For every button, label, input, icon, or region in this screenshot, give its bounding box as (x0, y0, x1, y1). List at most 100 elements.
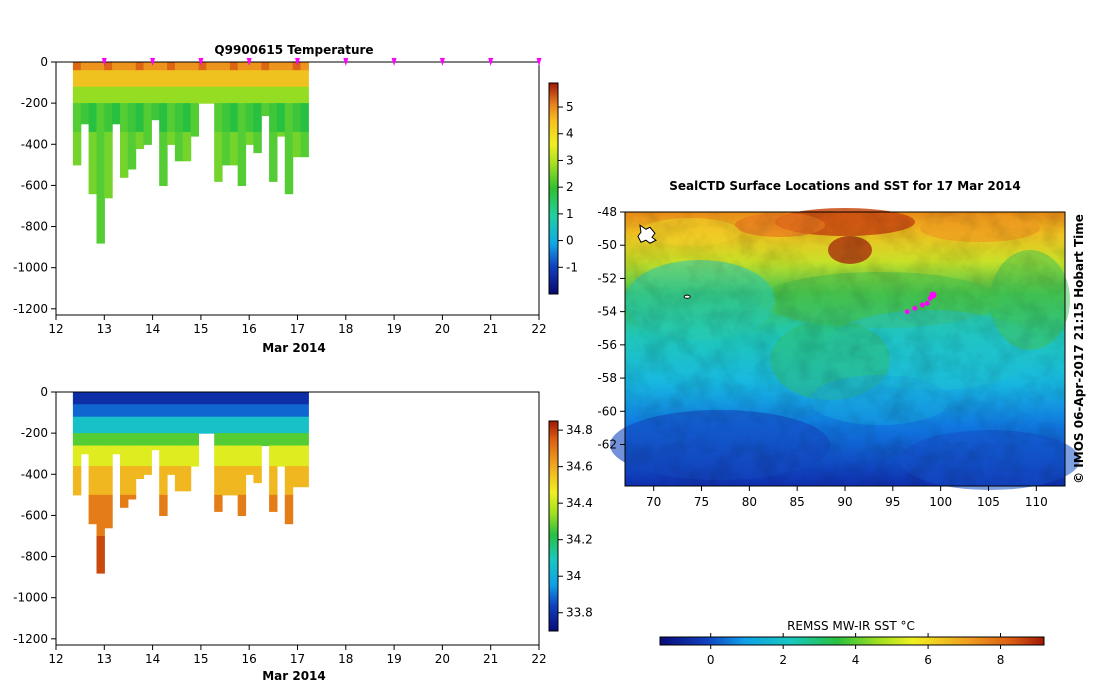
profile-cell (127, 433, 137, 438)
profile-cell (135, 392, 145, 397)
profile-cell (159, 441, 168, 447)
colorbar-tick-label: 34 (566, 569, 581, 583)
profile-cell (253, 433, 262, 438)
profile-cell (269, 437, 278, 442)
seal-track-point (929, 291, 937, 299)
profile-cell (214, 412, 223, 418)
profile-cell (245, 90, 254, 96)
profile-cell (292, 140, 302, 145)
profile-cell (72, 445, 82, 451)
profile-cell (104, 400, 113, 405)
profile-cell (120, 111, 129, 117)
profile-cell (198, 70, 207, 75)
profile-cell (253, 441, 262, 447)
profile-cell (135, 408, 145, 414)
profile-cell (88, 408, 97, 414)
x-tick-label: 14 (145, 322, 160, 336)
profile-cell (300, 103, 309, 108)
x-tick-label: 13 (97, 322, 112, 336)
profile-cell (159, 160, 168, 166)
profile-cell (151, 437, 160, 442)
profile-cell (104, 441, 113, 447)
profile-cell (229, 136, 239, 141)
profile-cell (127, 392, 137, 397)
profile-cell (206, 400, 215, 405)
profile-cell (284, 445, 294, 451)
profile-cell (120, 482, 129, 488)
profile-cell (104, 127, 113, 133)
profile-cell (88, 123, 97, 129)
profile-cell (159, 169, 168, 174)
profile-cell (104, 494, 113, 500)
profile-cell (174, 115, 184, 121)
profile-cell (206, 66, 215, 71)
profile-cell (269, 94, 278, 100)
profile-cell (253, 123, 262, 129)
profile-cell (253, 82, 262, 88)
profile-cell (88, 470, 97, 475)
profile-cell (222, 111, 231, 117)
profile-cell (127, 82, 137, 88)
profile-cell (174, 441, 184, 447)
profile-cell (96, 214, 105, 219)
profile-cell (174, 416, 184, 422)
profile-cell (214, 486, 223, 492)
profile-cell (96, 486, 105, 492)
profile-cell (104, 396, 113, 401)
profile-cell (159, 445, 168, 451)
profile-cell (127, 156, 137, 162)
profile-cell (143, 392, 152, 397)
profile-cell (104, 408, 113, 414)
profile-cell (135, 441, 145, 447)
profile-cell (112, 86, 121, 92)
profile-cell (269, 152, 278, 158)
profile-cell (253, 474, 262, 479)
profile-cell (237, 441, 247, 447)
profile-cell (300, 412, 309, 418)
profile-cell (198, 416, 207, 422)
profile-cell (88, 94, 97, 100)
profile-cell (269, 412, 278, 418)
profile-cell (245, 107, 254, 112)
profile-cell (190, 453, 199, 459)
profile-cell (182, 78, 192, 84)
profile-cell (72, 86, 82, 92)
profile-cell (284, 164, 294, 170)
profile-cell (96, 177, 105, 182)
profile-cell (277, 115, 286, 121)
profile-cell (127, 90, 137, 96)
x-tick-label: 21 (483, 652, 498, 666)
profile-cell (237, 445, 247, 451)
profile-cell (245, 457, 254, 463)
profile-cell (269, 115, 278, 121)
credit-text: © IMOS 06-Apr-2017 21:15 Hobart Time (1072, 214, 1086, 484)
profile-cell (72, 115, 82, 121)
profile-cell (174, 449, 184, 455)
profile-cell (269, 466, 278, 471)
profile-cell (214, 396, 223, 401)
map-title: SealCTD Surface Locations and SST for 17… (669, 179, 1021, 193)
profile-cell (229, 482, 239, 488)
profile-cell (120, 131, 129, 137)
profile-cell (151, 416, 160, 422)
profile-cell (120, 416, 129, 422)
profile-cell (292, 408, 302, 414)
profile-cell (245, 66, 254, 71)
profile-cell (72, 412, 82, 418)
profile-cell (222, 486, 231, 492)
lon-tick-label: 100 (929, 495, 952, 509)
profile-cell (214, 82, 223, 88)
profile-cell (80, 90, 90, 96)
profile-cell (72, 453, 82, 459)
profile-cell (72, 78, 82, 84)
profile-cell (104, 429, 113, 434)
profile-cell (72, 94, 82, 100)
profile-cell (300, 90, 309, 96)
profile-cell (245, 441, 254, 447)
profile-cell (198, 396, 207, 401)
profile-cell (96, 552, 105, 558)
profile-cell (159, 177, 168, 182)
profile-cell (135, 86, 145, 92)
profile-cell (277, 107, 286, 112)
profile-cell (159, 66, 168, 71)
